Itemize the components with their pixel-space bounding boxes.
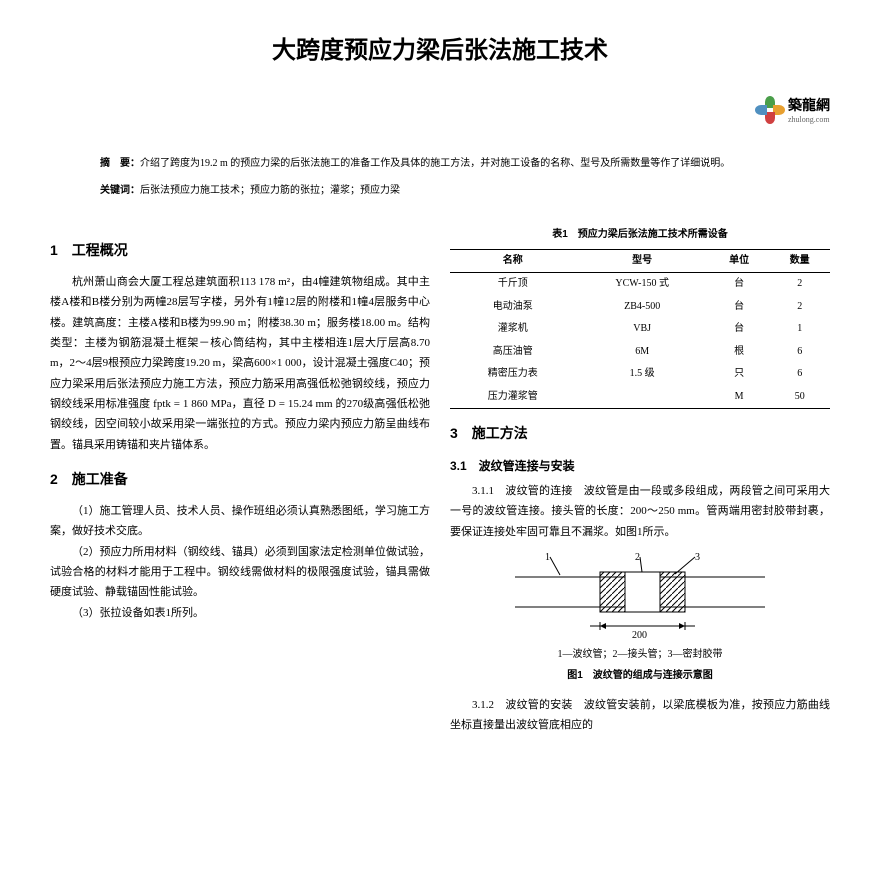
- svg-text:3: 3: [695, 552, 700, 563]
- keywords: 关键词：后张法预应力施工技术；预应力筋的张拉；灌浆；预应力梁: [100, 181, 780, 196]
- table-cell: ZB4-500: [576, 296, 709, 319]
- table-cell: 6: [769, 363, 830, 386]
- figure-1: 1 2 3 200 1—波纹管；2—接头管；3—密封胶带 图1 波纹管的组成与连…: [510, 552, 770, 685]
- th-qty: 数量: [769, 249, 830, 273]
- table-cell: 千斤顶: [450, 273, 576, 296]
- table-cell: 2: [769, 296, 830, 319]
- logo-icon: [756, 96, 784, 124]
- column-layout: 1 工程概况 杭州萧山商会大厦工程总建筑面积113 178 m²，由4幢建筑物组…: [50, 226, 830, 736]
- keywords-label: 关键词：: [100, 185, 140, 196]
- table-cell: 根: [709, 341, 770, 364]
- table-row: 高压油管6M根6: [450, 341, 830, 364]
- table-cell: 1: [769, 318, 830, 341]
- table-cell: 高压油管: [450, 341, 576, 364]
- section-2-item-1: （1）施工管理人员、技术人员、操作班组必须认真熟悉图纸，学习施工方案，做好技术交…: [50, 501, 430, 542]
- table-cell: 台: [709, 318, 770, 341]
- figure-1-caption: 1—波纹管；2—接头管；3—密封胶带: [510, 646, 770, 665]
- table-cell: [576, 386, 709, 409]
- table-cell: VBJ: [576, 318, 709, 341]
- table-cell: 6: [769, 341, 830, 364]
- table-cell: 精密压力表: [450, 363, 576, 386]
- logo-sub: zhulong.com: [788, 115, 830, 124]
- table-body: 千斤顶YCW-150 式台2电动油泵ZB4-500台2灌浆机VBJ台1高压油管6…: [450, 273, 830, 409]
- table-cell: 2: [769, 273, 830, 296]
- right-column: 表1 预应力梁后张法施工技术所需设备 名称 型号 单位 数量 千斤顶YCW-15…: [450, 226, 830, 736]
- section-3-1-2-para: 3.1.2 波纹管的安装 波纹管安装前，以梁底模板为准，按预应力筋曲线坐标直接量…: [450, 695, 830, 736]
- section-3-1-1-para: 3.1.1 波纹管的连接 波纹管是由一段或多段组成，两段管之间可采用大一号的波纹…: [450, 481, 830, 542]
- th-unit: 单位: [709, 249, 770, 273]
- figure-1-title: 图1 波纹管的组成与连接示意图: [510, 667, 770, 686]
- table-row: 灌浆机VBJ台1: [450, 318, 830, 341]
- table-row: 压力灌浆管 M50: [450, 386, 830, 409]
- table-cell: 台: [709, 273, 770, 296]
- svg-text:1: 1: [545, 552, 550, 563]
- table-cell: YCW-150 式: [576, 273, 709, 296]
- equipment-table: 名称 型号 单位 数量 千斤顶YCW-150 式台2电动油泵ZB4-500台2灌…: [450, 249, 830, 410]
- table-cell: 压力灌浆管: [450, 386, 576, 409]
- site-logo: 築龍網 zhulong.com: [756, 95, 830, 124]
- th-model: 型号: [576, 249, 709, 273]
- section-3-1-heading: 3.1 波纹管连接与安装: [450, 455, 830, 477]
- page-title: 大跨度预应力梁后张法施工技术: [50, 30, 830, 65]
- svg-text:2: 2: [635, 552, 640, 563]
- svg-text:200: 200: [632, 630, 647, 641]
- table-cell: 灌浆机: [450, 318, 576, 341]
- keywords-text: 后张法预应力施工技术；预应力筋的张拉；灌浆；预应力梁: [140, 185, 400, 196]
- th-name: 名称: [450, 249, 576, 273]
- section-2-item-2: （2）预应力所用材料（钢绞线、锚具）必须到国家法定检测单位做试验，试验合格的材料…: [50, 542, 430, 603]
- section-3-heading: 3 施工方法: [450, 421, 830, 447]
- left-column: 1 工程概况 杭州萧山商会大厦工程总建筑面积113 178 m²，由4幢建筑物组…: [50, 226, 430, 736]
- table-row: 千斤顶YCW-150 式台2: [450, 273, 830, 296]
- table-row: 电动油泵ZB4-500台2: [450, 296, 830, 319]
- section-1-heading: 1 工程概况: [50, 238, 430, 264]
- table-cell: 只: [709, 363, 770, 386]
- table-cell: 台: [709, 296, 770, 319]
- table-row: 精密压力表1.5 级只6: [450, 363, 830, 386]
- pipe-diagram-icon: 1 2 3 200: [510, 552, 770, 642]
- abstract: 摘 要：介绍了跨度为19.2 m 的预应力梁的后张法施工的准备工作及具体的施工方…: [100, 155, 780, 173]
- table-cell: 50: [769, 386, 830, 409]
- table-cell: 电动油泵: [450, 296, 576, 319]
- section-2-heading: 2 施工准备: [50, 467, 430, 493]
- table-cell: M: [709, 386, 770, 409]
- table-cell: 6M: [576, 341, 709, 364]
- abstract-label: 摘 要：: [100, 158, 140, 169]
- table-1-title: 表1 预应力梁后张法施工技术所需设备: [450, 226, 830, 245]
- table-header-row: 名称 型号 单位 数量: [450, 249, 830, 273]
- abstract-text: 介绍了跨度为19.2 m 的预应力梁的后张法施工的准备工作及具体的施工方法，并对…: [140, 158, 730, 169]
- section-2-item-3: （3）张拉设备如表1所列。: [50, 603, 430, 623]
- table-cell: 1.5 级: [576, 363, 709, 386]
- logo-name: 築龍網: [788, 95, 830, 115]
- section-1-para: 杭州萧山商会大厦工程总建筑面积113 178 m²，由4幢建筑物组成。其中主楼A…: [50, 272, 430, 455]
